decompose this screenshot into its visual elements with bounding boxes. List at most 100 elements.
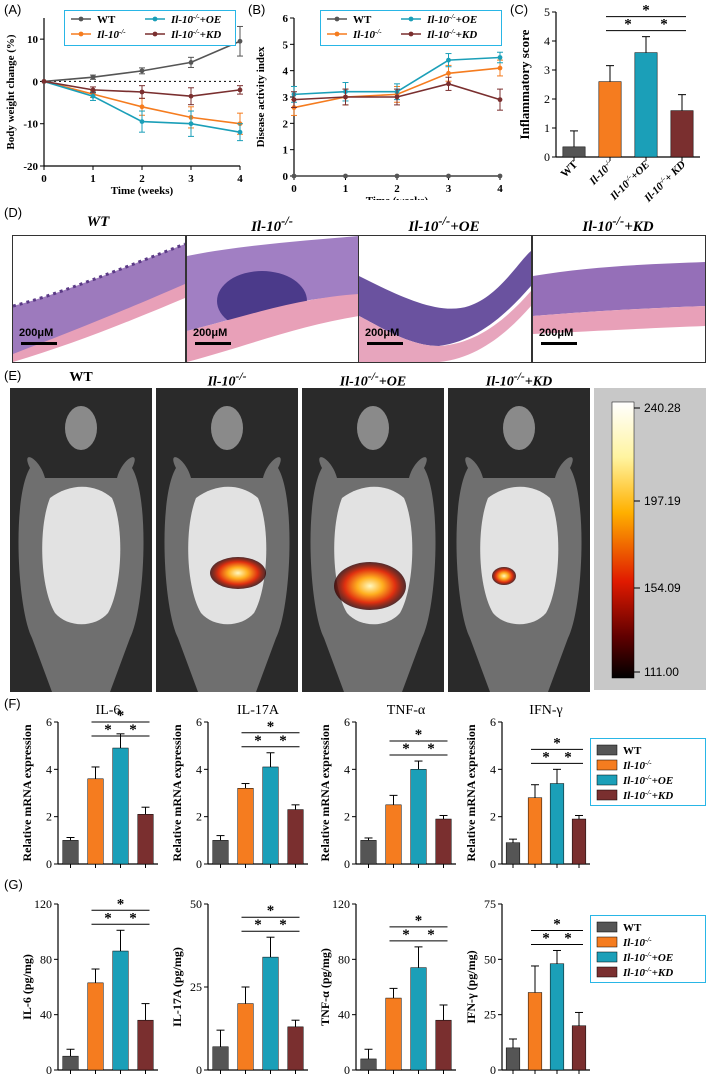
significance-star: * xyxy=(254,733,262,749)
bar xyxy=(87,778,104,865)
data-point xyxy=(41,79,47,84)
bar xyxy=(237,1003,254,1071)
y-axis-label: Relative mRNA expression xyxy=(464,724,478,861)
legend-label: Il-10-/-+OE xyxy=(170,13,221,26)
bar xyxy=(435,1019,452,1071)
x-tick-label: 4 xyxy=(497,183,503,195)
legend-a: WT Il-10-/- Il-10-/-+OE Il-10-/-+KD xyxy=(64,10,236,46)
chart-disease-activity: 0 1 2 3 4 5 6 0 1 2 3 4 Time (weeks) Disease activity… xyxy=(255,13,503,200)
mouse-oe xyxy=(302,388,444,692)
significance-star: * xyxy=(279,733,287,749)
y-tick-label: 3 xyxy=(544,63,550,77)
x-tick-label: 1 xyxy=(343,183,349,195)
mouse-kd xyxy=(448,388,590,692)
scale-label: 200μM xyxy=(365,327,400,339)
bar xyxy=(262,766,279,865)
data-point xyxy=(237,87,243,93)
y-tick-label: 80 xyxy=(338,952,350,966)
panel-label-g: (G) xyxy=(4,877,23,892)
colorbar-tick: 197.19 xyxy=(644,494,681,508)
scale-label: 200μM xyxy=(193,327,228,339)
y-tick-label: 2 xyxy=(544,92,550,106)
y-tick-label: 6 xyxy=(283,13,289,25)
data-point xyxy=(497,65,503,71)
data-point xyxy=(237,129,243,135)
y-tick-label: 0 xyxy=(490,1063,496,1077)
y-tick-label: 4 xyxy=(283,66,289,78)
colorbar-tick: 154.09 xyxy=(644,581,681,595)
legend-label: Il-10-/-+KD xyxy=(622,966,673,979)
legend-label: Il-10-/-+KD xyxy=(170,28,221,41)
bar xyxy=(571,818,587,865)
y-tick-label: 6 xyxy=(196,715,202,729)
y-tick-label: 25 xyxy=(190,980,202,994)
legend-swatch xyxy=(596,759,618,771)
y-tick-label: 2 xyxy=(46,810,52,824)
legend-marker xyxy=(152,31,158,37)
legend-marker xyxy=(78,31,84,37)
data-point xyxy=(139,104,145,110)
mouse-title-kd: Il-10-/-+KD xyxy=(485,370,553,390)
legend-label: Il-10-/- xyxy=(96,28,126,41)
y-tick-label: 4 xyxy=(544,34,550,48)
data-point xyxy=(139,119,145,124)
panel-label-f: (F) xyxy=(4,696,21,711)
panel-label-e: (E) xyxy=(4,368,22,383)
significance-star: * xyxy=(267,719,275,735)
y-tick-label: 0 xyxy=(33,76,39,88)
y-tick-label: 4 xyxy=(196,762,202,776)
y-tick-label: 0 xyxy=(196,857,202,871)
bar xyxy=(385,804,402,865)
y-axis-label: Relative mRNA expression xyxy=(170,724,184,861)
y-tick-label: 0 xyxy=(196,1063,202,1077)
bar xyxy=(505,842,521,865)
bar xyxy=(287,1026,304,1071)
chart-title: IL-6 xyxy=(96,703,121,718)
y-tick-label: 0 xyxy=(544,150,550,164)
micro-title-oe: Il-10-/-+OE xyxy=(408,214,480,235)
bar xyxy=(112,950,129,1071)
legend-label: Il-10-/- xyxy=(622,936,652,949)
significance-star: * xyxy=(415,727,423,743)
bar xyxy=(262,956,279,1071)
data-point xyxy=(291,173,297,179)
x-tick-label: WT xyxy=(559,158,581,180)
legend-marker xyxy=(152,16,158,22)
bar xyxy=(634,52,658,158)
series-line xyxy=(43,40,241,83)
y-tick-label: 4 xyxy=(344,762,350,776)
data-point xyxy=(291,97,297,103)
y-tick-label: 0 xyxy=(46,857,52,871)
y-tick-label: 6 xyxy=(344,715,350,729)
significance-star: * xyxy=(427,741,435,757)
legend-label: Il-10-/-+OE xyxy=(622,774,673,787)
bar xyxy=(505,1047,521,1071)
x-tick-label: 2 xyxy=(394,183,400,195)
legend-g: WT Il-10-/- Il-10-/-+OE Il-10-/-+KD xyxy=(590,915,706,983)
bar xyxy=(137,1019,154,1071)
data-point xyxy=(497,173,503,179)
x-axis-label: Time (weeks) xyxy=(111,185,174,197)
bar xyxy=(360,840,377,865)
y-tick-label: 3 xyxy=(283,92,289,104)
y-tick-label: 120 xyxy=(332,897,350,911)
legend-label: Il-10-/-+OE xyxy=(622,951,673,964)
legend-marker xyxy=(408,16,414,22)
y-tick-label: 6 xyxy=(46,715,52,729)
y-axis-label: Disease activity index xyxy=(255,46,267,147)
significance-star: * xyxy=(553,735,561,751)
y-tick-label: 0 xyxy=(344,857,350,871)
significance-star: * xyxy=(254,917,262,933)
significance-star: * xyxy=(624,17,632,33)
significance-star: * xyxy=(542,930,550,946)
y-tick-label: 80 xyxy=(40,952,52,966)
bar xyxy=(670,110,694,158)
mouse-title-ko: Il-10-/- xyxy=(207,370,247,390)
data-point xyxy=(188,121,194,127)
legend-swatch xyxy=(596,966,618,978)
panel-label-a: (A) xyxy=(4,2,22,17)
